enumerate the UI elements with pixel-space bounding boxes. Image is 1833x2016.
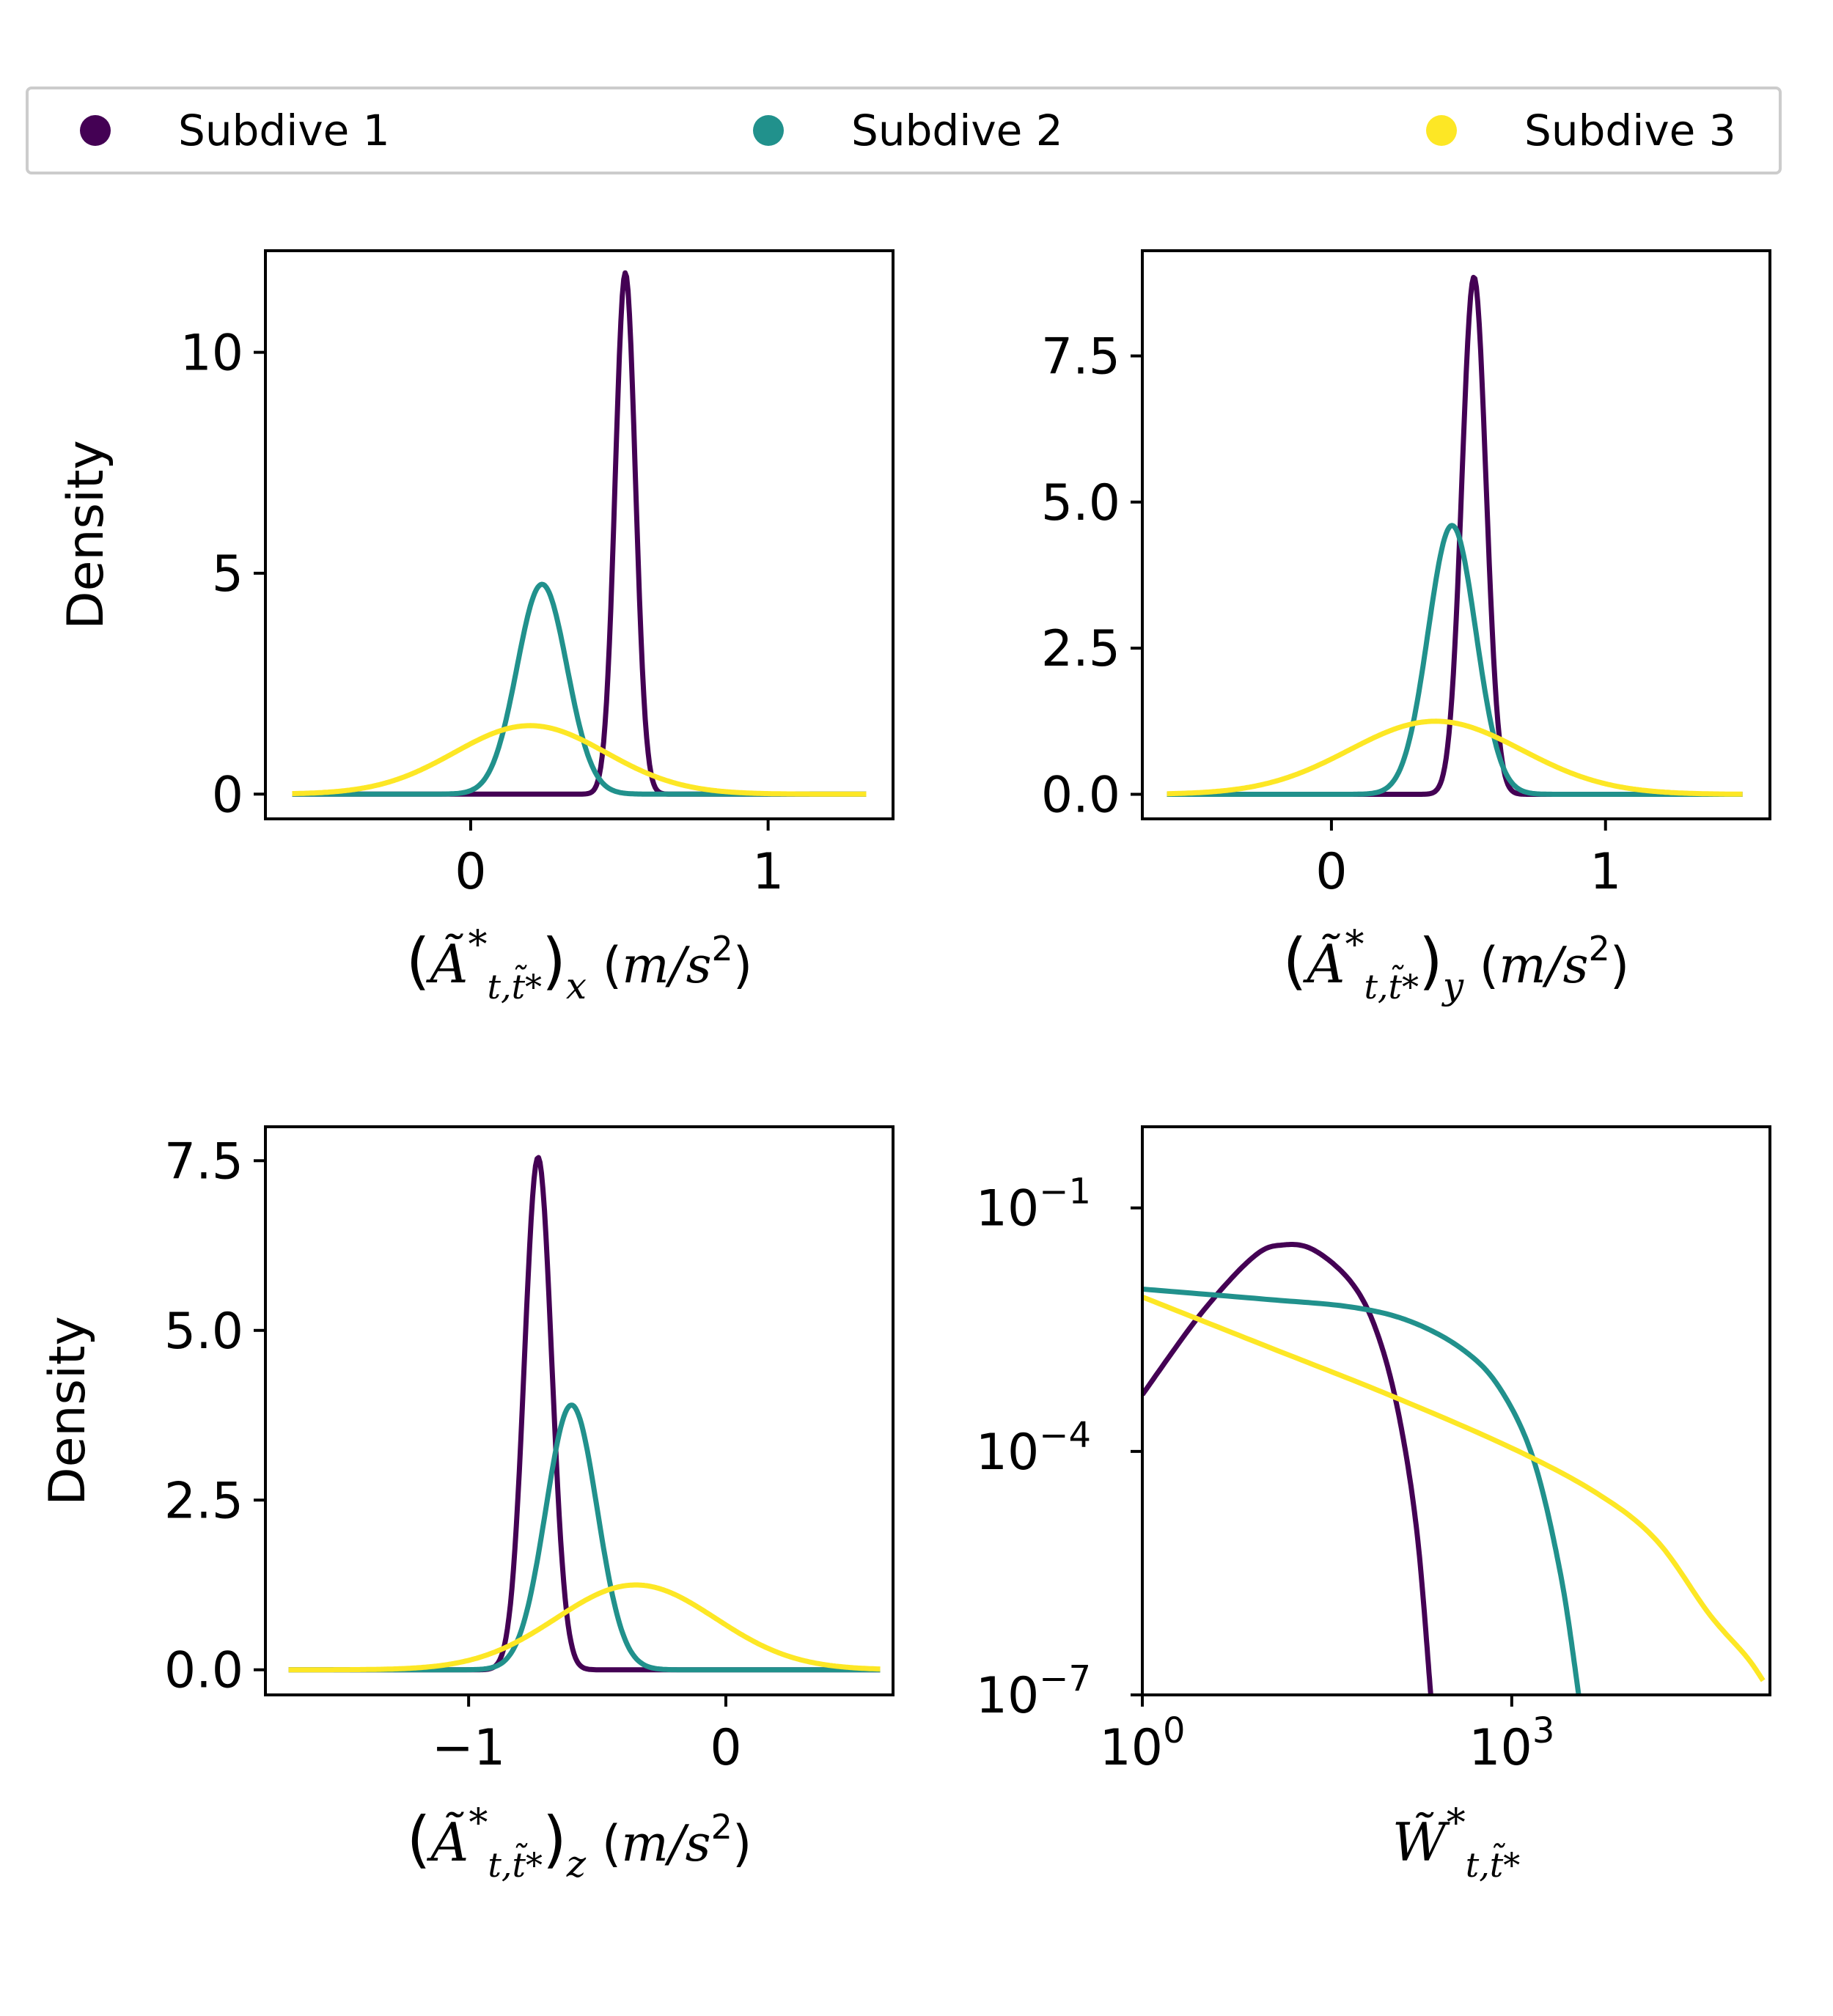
series-line-subdive-3 xyxy=(1142,1294,1766,1683)
series-group xyxy=(287,1155,881,1673)
y-tick-label: 0.0 xyxy=(1041,767,1120,825)
y-tick-label: 2.5 xyxy=(1041,620,1120,678)
axes-frame xyxy=(1141,249,1771,820)
y-tick-label: 5.0 xyxy=(164,1303,243,1361)
series-line-subdive-3 xyxy=(291,723,867,797)
series-line-subdive-3 xyxy=(287,1582,881,1673)
x-tick-label: 1 xyxy=(752,843,784,901)
series-line-subdive-1 xyxy=(1142,1242,1433,1695)
legend-marker-3 xyxy=(1426,115,1457,146)
x-axis-label: (Ã*t,t̃*)z (m/s2) xyxy=(407,1801,752,1886)
y-tick-label: 0.0 xyxy=(164,1642,243,1700)
legend: Subdive 1 Subdive 2 Subdive 3 xyxy=(26,87,1782,174)
y-tick-label: 10−1 xyxy=(976,1171,1091,1238)
y-tick-label: 2.5 xyxy=(164,1472,243,1530)
series-line-subdive-1 xyxy=(1166,274,1744,797)
series-line-subdive-1 xyxy=(287,1155,881,1673)
series-line-subdive-2 xyxy=(1142,1286,1582,1695)
panel-4: 100 103 10−7 10−4 10−1 W̃*t,t̃* xyxy=(976,1125,1771,1885)
y-tick-label: 5 xyxy=(212,545,243,603)
y-tick-label: 0 xyxy=(212,766,243,824)
x-axis-label: W̃*t,t̃* xyxy=(1392,1801,1521,1885)
series-group xyxy=(1166,274,1744,797)
y-tick-label: 10−7 xyxy=(976,1658,1091,1725)
x-tick-label: −1 xyxy=(432,1719,505,1777)
panel-3: −1 0 0.0 2.5 5.0 7.5 Density (Ã*t,t̃*)z (m/s2) xyxy=(39,1125,895,1886)
series-group xyxy=(1142,1242,1766,1695)
axes-frame xyxy=(264,249,895,820)
series-group xyxy=(291,270,867,797)
x-tick-label: 100 xyxy=(1099,1710,1185,1777)
x-tick-label: 1 xyxy=(1590,843,1621,901)
legend-item-subdive-2: Subdive 2 xyxy=(753,89,1063,172)
x-tick-label: 0 xyxy=(1315,843,1347,901)
legend-item-subdive-1: Subdive 1 xyxy=(80,89,390,172)
x-tick-label: 0 xyxy=(710,1719,741,1777)
y-tick-label: 10−4 xyxy=(976,1415,1091,1482)
y-tick-label: 7.5 xyxy=(1041,328,1120,386)
axes-frame xyxy=(264,1125,895,1696)
legend-marker-2 xyxy=(753,115,784,146)
x-tick-label: 103 xyxy=(1469,1710,1554,1777)
y-axis-label: Density xyxy=(57,440,115,630)
panel-2: 0 1 0.0 2.5 5.0 7.5 (Ã*t,t̃*)y (m/s2) xyxy=(1041,249,1771,1007)
axes-frame xyxy=(1141,1125,1771,1696)
y-tick-label: 10 xyxy=(180,325,243,383)
series-line-subdive-2 xyxy=(287,1402,881,1673)
y-tick-label: 7.5 xyxy=(164,1133,243,1191)
legend-label-2: Subdive 2 xyxy=(851,106,1063,155)
series-line-subdive-2 xyxy=(1166,523,1744,797)
series-line-subdive-3 xyxy=(1166,718,1744,797)
x-tick-label: 0 xyxy=(455,843,486,901)
x-axis-label: (Ã*t,t̃*)y (m/s2) xyxy=(1283,923,1630,1007)
x-axis-label: (Ã*t,t̃*)x (m/s2) xyxy=(406,923,753,1007)
legend-label-3: Subdive 3 xyxy=(1524,106,1736,155)
legend-item-subdive-3: Subdive 3 xyxy=(1426,89,1736,172)
y-tick-label: 5.0 xyxy=(1041,474,1120,532)
legend-label-1: Subdive 1 xyxy=(178,106,390,155)
series-line-subdive-2 xyxy=(291,581,867,797)
legend-marker-1 xyxy=(80,115,111,146)
y-axis-label: Density xyxy=(39,1316,97,1506)
